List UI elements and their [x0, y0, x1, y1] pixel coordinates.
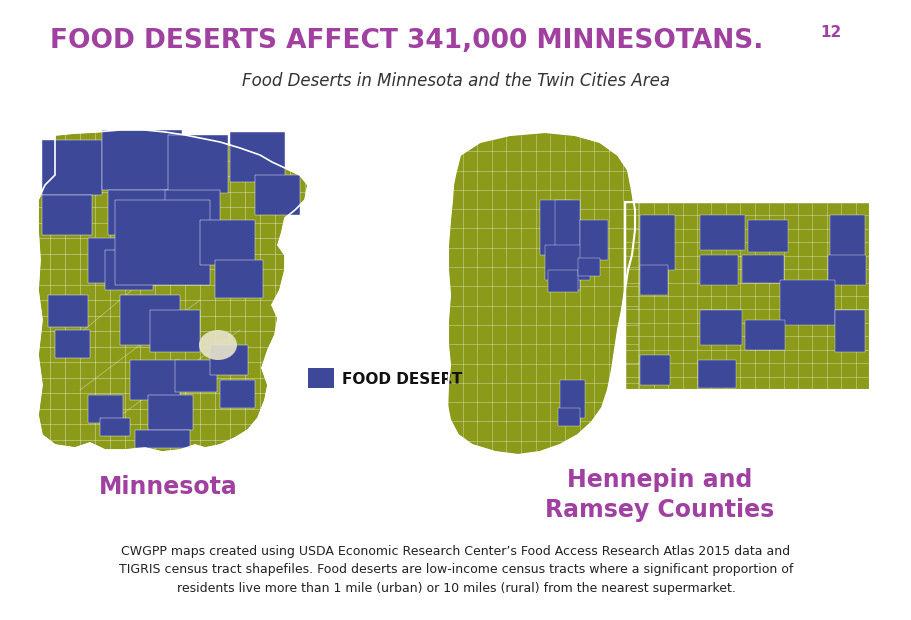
Bar: [559, 380, 584, 418]
Bar: [578, 258, 599, 276]
Bar: [102, 130, 182, 190]
Bar: [100, 418, 130, 436]
Text: Food Deserts in Minnesota and the Twin Cities Area: Food Deserts in Minnesota and the Twin C…: [241, 72, 670, 90]
Bar: [558, 408, 579, 426]
Bar: [42, 195, 92, 235]
Bar: [255, 175, 300, 215]
Polygon shape: [624, 202, 869, 390]
Bar: [640, 265, 667, 295]
Bar: [700, 215, 744, 250]
Bar: [148, 395, 193, 430]
Bar: [149, 310, 200, 352]
Bar: [548, 270, 578, 292]
Bar: [130, 360, 179, 400]
Bar: [834, 310, 864, 352]
Text: Hennepin and
Ramsey Counties: Hennepin and Ramsey Counties: [545, 468, 773, 521]
Bar: [175, 360, 217, 392]
Text: 12: 12: [819, 25, 840, 40]
Bar: [640, 215, 674, 270]
Bar: [115, 200, 210, 285]
Bar: [827, 255, 865, 285]
Bar: [120, 295, 179, 345]
Bar: [697, 360, 735, 388]
Bar: [700, 255, 737, 285]
Polygon shape: [38, 130, 308, 452]
Polygon shape: [446, 132, 634, 455]
Bar: [200, 220, 255, 265]
Bar: [135, 430, 189, 448]
Bar: [555, 200, 579, 290]
Bar: [744, 320, 784, 350]
Bar: [539, 200, 571, 255]
Text: FOOD DESERT: FOOD DESERT: [342, 371, 462, 386]
Bar: [829, 215, 864, 260]
Bar: [779, 280, 834, 325]
Bar: [42, 140, 102, 195]
Bar: [105, 250, 153, 290]
Ellipse shape: [199, 330, 237, 360]
Bar: [107, 190, 173, 235]
Text: Minnesota: Minnesota: [98, 475, 237, 499]
Bar: [165, 190, 220, 232]
Bar: [55, 330, 90, 358]
Text: FOOD DESERTS AFFECT 341,000 MINNESOTANS.: FOOD DESERTS AFFECT 341,000 MINNESOTANS.: [50, 28, 763, 54]
Bar: [579, 220, 608, 260]
Bar: [48, 295, 87, 327]
Bar: [168, 135, 228, 193]
Bar: [230, 132, 284, 182]
Bar: [215, 260, 262, 298]
Bar: [742, 255, 783, 283]
Bar: [308, 368, 333, 388]
Bar: [700, 310, 742, 345]
Bar: [87, 238, 143, 283]
Bar: [640, 355, 670, 385]
Bar: [220, 380, 255, 408]
Bar: [545, 245, 589, 280]
Bar: [747, 220, 787, 252]
Text: CWGPP maps created using USDA Economic Research Center’s Food Access Research At: CWGPP maps created using USDA Economic R…: [118, 545, 793, 595]
Bar: [87, 395, 123, 423]
Bar: [210, 345, 248, 375]
